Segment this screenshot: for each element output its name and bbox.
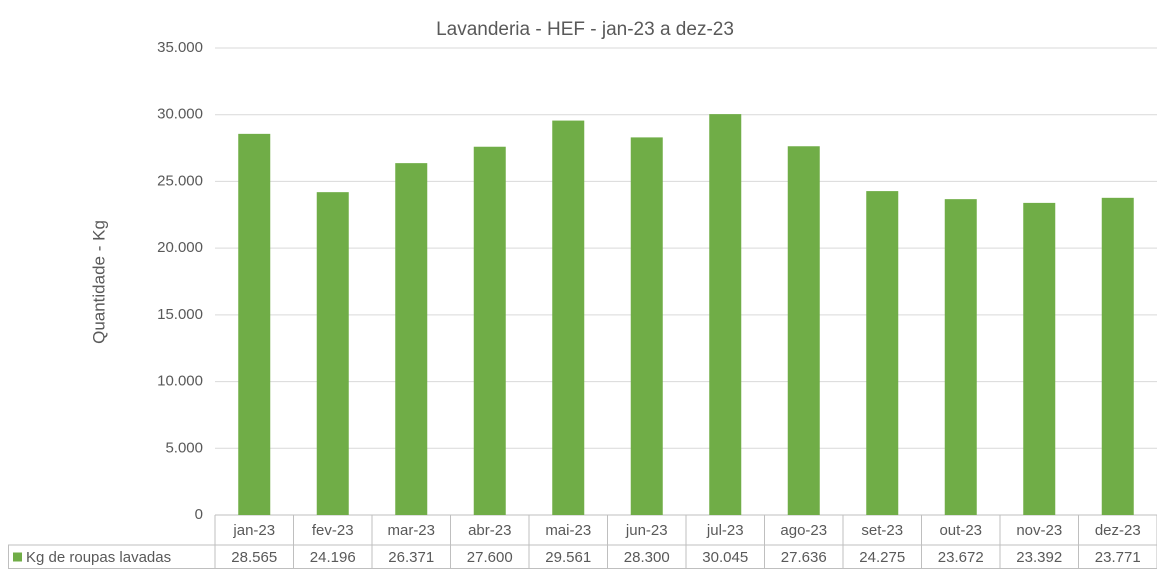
bar — [944, 199, 977, 515]
data-table-value: 28.565 — [231, 549, 277, 566]
x-tick-label: jun-23 — [625, 522, 668, 539]
bar — [1101, 197, 1134, 515]
x-tick-label: abr-23 — [468, 522, 511, 539]
data-table-value: 27.600 — [467, 549, 513, 566]
x-tick-label: fev-23 — [312, 522, 354, 539]
bar — [395, 163, 428, 516]
x-tick-label: mai-23 — [545, 522, 591, 539]
y-tick-label: 35.000 — [157, 39, 203, 56]
y-tick-label: 15.000 — [157, 306, 203, 323]
x-tick-label: mar-23 — [387, 522, 435, 539]
data-table-value: 26.371 — [388, 549, 434, 566]
chart-title: Lavanderia - HEF - jan-23 a dez-23 — [436, 19, 734, 40]
bar — [552, 120, 585, 515]
bar — [630, 137, 663, 515]
y-tick-label: 0 — [195, 506, 203, 523]
bar — [316, 192, 349, 515]
bar — [1023, 202, 1056, 515]
data-table-value: 24.275 — [859, 549, 905, 566]
data-table-value: 24.196 — [310, 549, 356, 566]
x-tick-label: jan-23 — [232, 522, 275, 539]
bar — [473, 146, 506, 516]
x-tick-label: nov-23 — [1016, 522, 1062, 539]
legend-swatch — [13, 552, 22, 562]
y-tick-label: 25.000 — [157, 172, 203, 189]
bar — [866, 191, 899, 515]
x-tick-label: dez-23 — [1095, 522, 1141, 539]
data-table-value: 30.045 — [702, 549, 748, 566]
bar — [787, 146, 820, 515]
y-tick-label: 30.000 — [157, 106, 203, 123]
data-table-value: 29.561 — [545, 549, 591, 566]
x-tick-label: jul-23 — [706, 522, 744, 539]
x-tick-label: ago-23 — [780, 522, 827, 539]
bar — [709, 114, 742, 515]
data-table-value: 27.636 — [781, 549, 827, 566]
data-table-value: 23.392 — [1016, 549, 1062, 566]
x-tick-label: out-23 — [939, 522, 982, 539]
y-tick-label: 10.000 — [157, 373, 203, 390]
y-tick-label: 5.000 — [165, 439, 203, 456]
data-table-value: 28.300 — [624, 549, 670, 566]
y-tick-label: 20.000 — [157, 239, 203, 256]
data-table-value: 23.771 — [1095, 549, 1141, 566]
bar — [238, 133, 271, 516]
y-axis-title: Quantidade - Kg — [89, 220, 108, 344]
data-table-value: 23.672 — [938, 549, 984, 566]
x-tick-label: set-23 — [861, 522, 903, 539]
legend-label: Kg de roupas lavadas — [26, 549, 171, 566]
